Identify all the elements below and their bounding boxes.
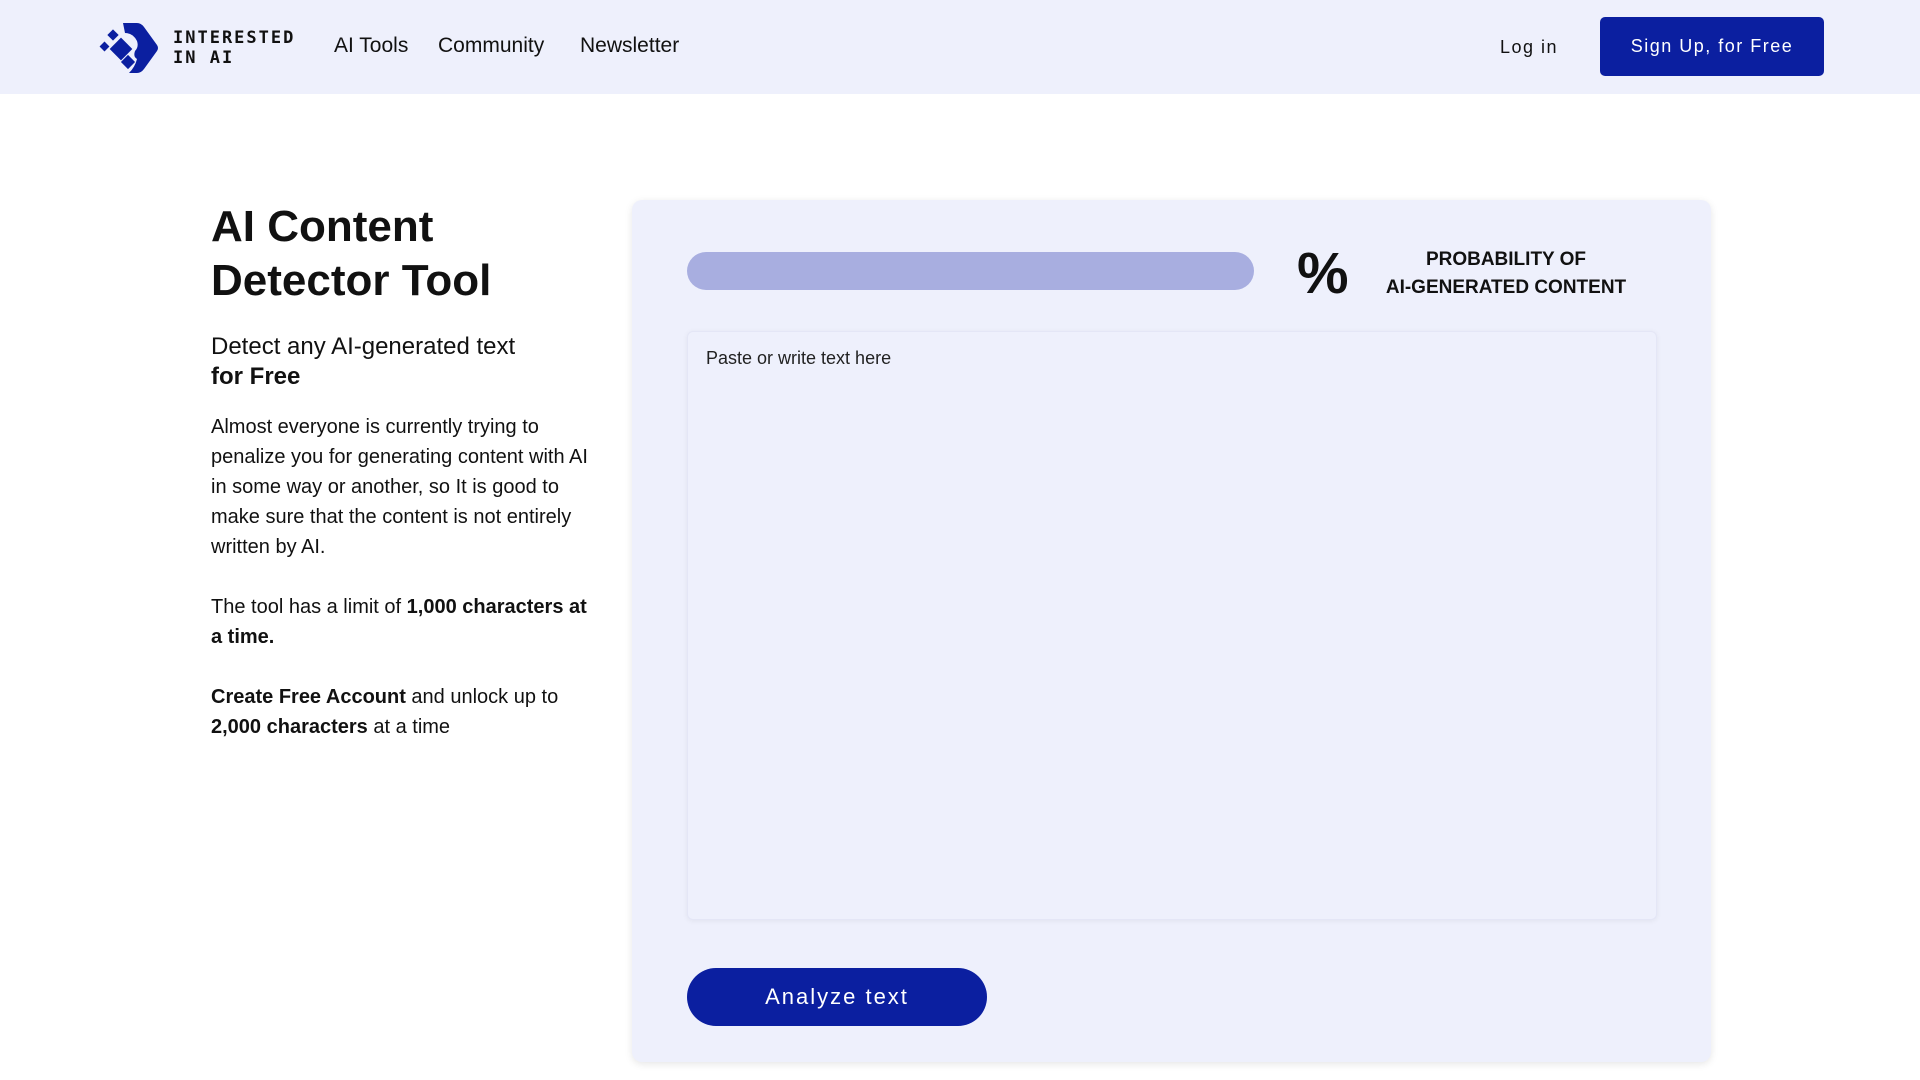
subtitle: Detect any AI-generated text for Free <box>211 332 591 392</box>
account-note: Create Free Account and unlock up to 2,0… <box>211 682 591 742</box>
logo-text: INTERESTED IN AI <box>173 28 295 68</box>
nav-community[interactable]: Community <box>438 34 545 57</box>
probability-bar <box>687 252 1254 290</box>
logo[interactable]: INTERESTED IN AI <box>99 21 295 75</box>
text-input[interactable] <box>687 331 1657 920</box>
logo-text-line1: INTERESTED <box>173 28 296 48</box>
account-text-end: at a time <box>367 716 451 738</box>
account-text: and unlock up to <box>405 686 559 708</box>
create-account-link[interactable]: Create Free Account <box>211 686 406 708</box>
limit-text: The tool has a limit of <box>211 596 407 618</box>
account-limit-bold: 2,000 characters <box>211 716 368 738</box>
page-title: AI Content Detector Tool <box>211 202 492 305</box>
description: Almost everyone is currently trying to p… <box>211 416 588 558</box>
header: INTERESTED IN AI AI Tools Community News… <box>0 0 1920 94</box>
subtitle-bold: for Free <box>211 363 301 390</box>
nav-ai-tools[interactable]: AI Tools <box>334 34 409 57</box>
analyze-button[interactable]: Analyze text <box>687 968 987 1026</box>
percent-value: % <box>1297 241 1349 306</box>
limit-bold: 1,000 characters at a time. <box>211 596 587 648</box>
login-link[interactable]: Log in <box>1500 37 1559 57</box>
detector-card: % PROBABILITY OF AI-GENERATED CONTENT An… <box>632 200 1711 1062</box>
signup-button[interactable]: Sign Up, for Free <box>1600 17 1824 76</box>
subtitle-text: Detect any AI-generated text <box>211 333 516 360</box>
logo-text-line2: IN AI <box>173 48 235 68</box>
limit-note: The tool has a limit of 1,000 characters… <box>211 592 591 652</box>
probability-label-line2: AI-GENERATED CONTENT <box>1385 277 1627 298</box>
logo-icon <box>99 23 158 73</box>
nav-newsletter[interactable]: Newsletter <box>580 34 680 57</box>
probability-label-line1: PROBABILITY OF <box>1425 249 1587 270</box>
probability-label: PROBABILITY OF AI-GENERATED CONTENT <box>1372 246 1640 302</box>
intro: AI Content Detector Tool Detect any AI-g… <box>211 200 591 742</box>
